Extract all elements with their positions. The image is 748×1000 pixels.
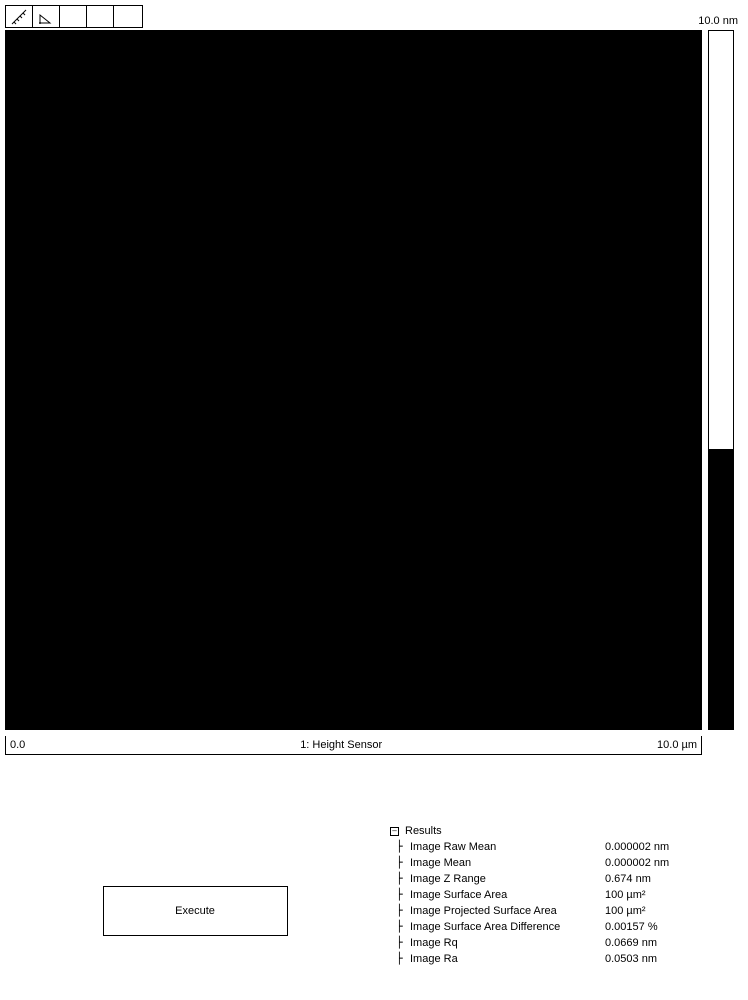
axis-max-label: 10.0 µm — [657, 739, 697, 751]
result-label: Image Projected Surface Area — [410, 903, 605, 919]
result-label: Image Ra — [410, 951, 605, 967]
tree-branch-icon: ├ — [396, 903, 410, 919]
main-row — [5, 30, 743, 730]
result-row: ├Image Projected Surface Area100 µm² — [396, 903, 748, 919]
tree-branch-icon: ├ — [396, 871, 410, 887]
result-row: ├Image Surface Area100 µm² — [396, 887, 748, 903]
execute-button[interactable]: Execute — [103, 886, 288, 936]
collapse-icon[interactable]: – — [390, 827, 399, 836]
result-value: 0.0503 nm — [605, 951, 748, 967]
result-row: ├Image Surface Area Difference0.00157 % — [396, 919, 748, 935]
execute-button-label: Execute — [175, 905, 215, 917]
result-row: ├Image Mean0.000002 nm — [396, 855, 748, 871]
toolbar — [5, 5, 143, 28]
legend-dark-region — [709, 449, 733, 729]
axis-row: 0.0 1: Height Sensor 10.0 µm — [5, 736, 702, 755]
tree-branch-icon: ├ — [396, 951, 410, 967]
result-value: 0.000002 nm — [605, 855, 748, 871]
color-legend — [708, 30, 734, 730]
result-label: Image Raw Mean — [410, 839, 605, 855]
blank-icon[interactable] — [114, 6, 141, 27]
result-value: 100 µm² — [605, 903, 748, 919]
legend-bar — [708, 30, 734, 730]
height-sensor-image[interactable] — [5, 30, 702, 730]
scale-top-label: 10.0 nm — [698, 15, 738, 27]
result-row: ├Image Raw Mean0.000002 nm — [396, 839, 748, 855]
results-section: – Results ├Image Raw Mean0.000002 nm├Ima… — [390, 825, 748, 967]
tree-branch-icon: ├ — [396, 935, 410, 951]
results-list: ├Image Raw Mean0.000002 nm├Image Mean0.0… — [390, 839, 748, 967]
tree-branch-icon: ├ — [396, 855, 410, 871]
result-row: ├Image Ra0.0503 nm — [396, 951, 748, 967]
tree-branch-icon: ├ — [396, 839, 410, 855]
result-row: ├Image Rq0.0669 nm — [396, 935, 748, 951]
execute-wrap: Execute — [0, 825, 390, 967]
result-label: Image Surface Area Difference — [410, 919, 605, 935]
result-value: 0.00157 % — [605, 919, 748, 935]
bottom-section: Execute – Results ├Image Raw Mean0.00000… — [0, 825, 748, 967]
result-label: Image Rq — [410, 935, 605, 951]
blank-icon[interactable] — [60, 6, 87, 27]
app-container: 10.0 nm 0.0 1: Height Sensor 10.0 µm — [5, 5, 743, 755]
result-value: 0.674 nm — [605, 871, 748, 887]
result-label: Image Z Range — [410, 871, 605, 887]
tree-branch-icon: ├ — [396, 919, 410, 935]
results-header[interactable]: – Results — [390, 825, 748, 837]
result-value: 100 µm² — [605, 887, 748, 903]
result-row: ├Image Z Range0.674 nm — [396, 871, 748, 887]
angle-icon[interactable] — [33, 6, 60, 27]
result-label: Image Surface Area — [410, 887, 605, 903]
result-label: Image Mean — [410, 855, 605, 871]
axis-title: 1: Height Sensor — [25, 739, 657, 751]
ruler-icon[interactable] — [6, 6, 33, 27]
blank-icon[interactable] — [87, 6, 114, 27]
result-value: 0.000002 nm — [605, 839, 748, 855]
axis-min-label: 0.0 — [10, 739, 25, 751]
results-title: Results — [405, 825, 442, 837]
tree-branch-icon: ├ — [396, 887, 410, 903]
result-value: 0.0669 nm — [605, 935, 748, 951]
